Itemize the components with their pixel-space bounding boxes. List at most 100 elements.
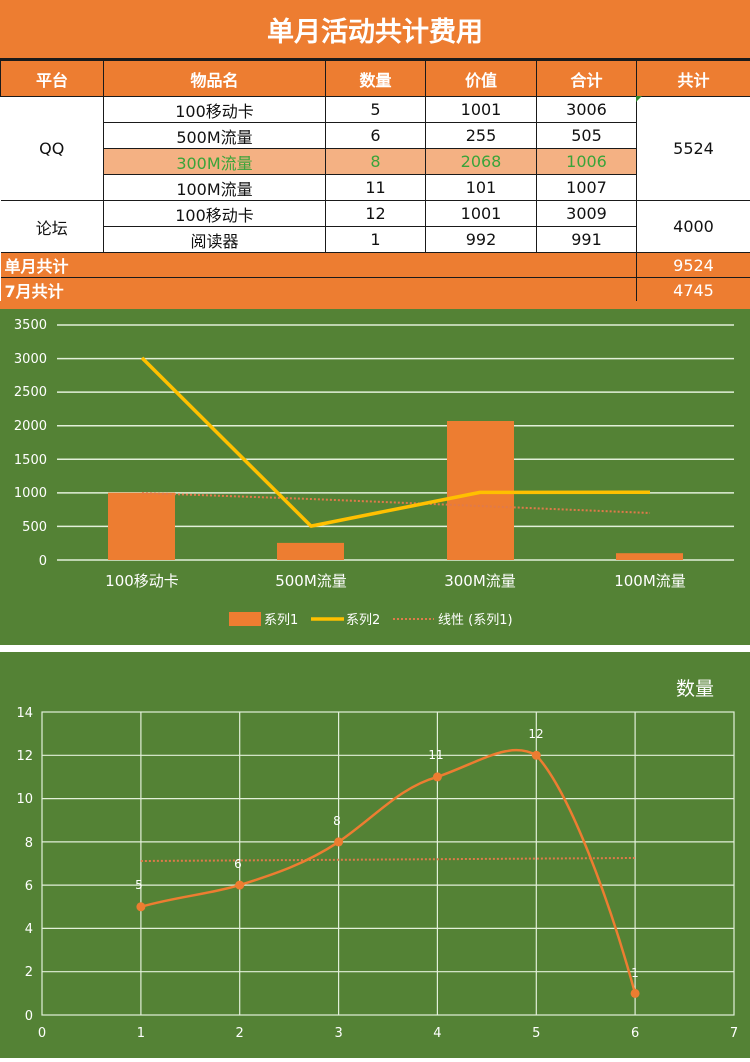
svg-text:12: 12: [528, 727, 543, 741]
qty-cell[interactable]: 5: [326, 97, 426, 123]
chart-legend: 系列1 系列2 线性 (系列1): [229, 612, 513, 628]
white-gap: [0, 645, 750, 652]
sum-cell[interactable]: 3006: [537, 97, 637, 123]
bar[interactable]: [447, 421, 514, 560]
sheet-title: 单月活动共计费用: [0, 0, 750, 60]
header-item[interactable]: 物品名: [104, 61, 326, 97]
series2-line[interactable]: [142, 358, 650, 526]
platform-cell[interactable]: QQ: [1, 97, 104, 201]
header-value[interactable]: 价值: [426, 61, 537, 97]
qty-cell[interactable]: 12: [326, 201, 426, 227]
value-cell[interactable]: 992: [426, 227, 537, 253]
quantity-line[interactable]: [141, 750, 635, 993]
data-labels: 5 6 8 11 12 1: [135, 727, 639, 980]
svg-text:2: 2: [25, 965, 33, 980]
item-cell[interactable]: 阅读器: [104, 227, 326, 253]
sum-cell[interactable]: 1007: [537, 175, 637, 201]
svg-text:1: 1: [137, 1026, 145, 1041]
value-cell[interactable]: 1001: [426, 201, 537, 227]
svg-text:3500: 3500: [14, 318, 47, 333]
summary-label[interactable]: 7月共计: [1, 278, 637, 303]
item-cell[interactable]: 100移动卡: [104, 97, 326, 123]
qty-cell[interactable]: 8: [326, 149, 426, 175]
bar[interactable]: [277, 543, 344, 560]
bar[interactable]: [616, 553, 683, 560]
value-cell[interactable]: 2068: [426, 149, 537, 175]
svg-text:4: 4: [433, 1026, 441, 1041]
value-cell[interactable]: 101: [426, 175, 537, 201]
svg-text:2500: 2500: [14, 385, 47, 400]
summary-label[interactable]: 单月共计: [1, 253, 637, 278]
data-point[interactable]: [433, 772, 442, 781]
data-markers: [136, 751, 639, 998]
header-sum[interactable]: 合计: [537, 61, 637, 97]
platform-cell[interactable]: 论坛: [1, 201, 104, 253]
data-point[interactable]: [631, 989, 640, 998]
svg-text:10: 10: [16, 792, 33, 807]
legend-swatch-bar: [229, 612, 261, 626]
orange-separator: [0, 301, 750, 309]
y-axis-labels: 3500 3000 2500 2000 1500 1000 500 0: [14, 318, 47, 569]
svg-text:3: 3: [334, 1026, 342, 1041]
svg-text:6: 6: [234, 857, 242, 871]
group-total-cell[interactable]: 5524: [637, 97, 750, 201]
svg-text:500: 500: [22, 520, 47, 535]
cell-comment-marker: [636, 96, 642, 102]
summary-value[interactable]: 4745: [637, 278, 750, 303]
item-cell[interactable]: 300M流量: [104, 149, 326, 175]
svg-text:4: 4: [25, 922, 33, 937]
sum-cell[interactable]: 1006: [537, 149, 637, 175]
svg-text:1000: 1000: [14, 486, 47, 501]
item-cell[interactable]: 100M流量: [104, 175, 326, 201]
svg-text:8: 8: [333, 814, 341, 828]
chart-title: 数量: [676, 678, 714, 700]
data-point[interactable]: [136, 902, 145, 911]
svg-text:3000: 3000: [14, 352, 47, 367]
sum-cell[interactable]: 991: [537, 227, 637, 253]
svg-text:8: 8: [25, 836, 33, 851]
svg-text:12: 12: [16, 749, 33, 764]
x-axis-labels: 100移动卡 500M流量 300M流量 100M流量: [105, 572, 686, 590]
svg-text:0: 0: [39, 554, 47, 569]
y-axis-labels: 14 12 10 8 6 4 2 0: [16, 706, 33, 1024]
sum-cell[interactable]: 3009: [537, 201, 637, 227]
legend-label[interactable]: 系列1: [264, 613, 298, 628]
header-platform[interactable]: 平台: [1, 61, 104, 97]
svg-text:5: 5: [135, 878, 143, 892]
svg-text:1: 1: [631, 966, 639, 980]
svg-text:2: 2: [236, 1026, 244, 1041]
svg-text:300M流量: 300M流量: [444, 572, 516, 590]
svg-text:500M流量: 500M流量: [275, 572, 347, 590]
value-cell[interactable]: 255: [426, 123, 537, 149]
legend-label[interactable]: 系列2: [346, 613, 380, 628]
summary-row-monthly: 单月共计 9524: [1, 253, 750, 278]
qty-cell[interactable]: 11: [326, 175, 426, 201]
trendline-quantity: [141, 858, 635, 861]
bar-line-chart-svg: 3500 3000 2500 2000 1500 1000 500 0 100移…: [0, 309, 750, 645]
qty-cell[interactable]: 6: [326, 123, 426, 149]
svg-text:7: 7: [730, 1026, 738, 1041]
svg-text:0: 0: [25, 1009, 33, 1024]
summary-value[interactable]: 9524: [637, 253, 750, 278]
svg-text:2000: 2000: [14, 419, 47, 434]
svg-text:5: 5: [532, 1026, 540, 1041]
data-point[interactable]: [532, 751, 541, 760]
legend-label[interactable]: 线性 (系列1): [438, 613, 513, 628]
group-total-cell[interactable]: 4000: [637, 201, 750, 253]
svg-text:100移动卡: 100移动卡: [105, 572, 179, 590]
header-qty[interactable]: 数量: [326, 61, 426, 97]
item-cell[interactable]: 500M流量: [104, 123, 326, 149]
qty-cell[interactable]: 1: [326, 227, 426, 253]
item-cell[interactable]: 100移动卡: [104, 201, 326, 227]
data-point[interactable]: [235, 881, 244, 890]
sum-cell[interactable]: 505: [537, 123, 637, 149]
bar-line-chart[interactable]: 3500 3000 2500 2000 1500 1000 500 0 100移…: [0, 309, 750, 645]
svg-text:6: 6: [25, 879, 33, 894]
data-point[interactable]: [334, 837, 343, 846]
bar[interactable]: [108, 493, 175, 560]
series1-bars: [108, 421, 683, 560]
header-total[interactable]: 共计: [637, 61, 750, 97]
quantity-scatter-chart[interactable]: 数量 14 12 10 8 6 4 2 0 0: [0, 652, 750, 1058]
value-cell[interactable]: 1001: [426, 97, 537, 123]
x-axis-labels: 0 1 2 3 4 5 6 7: [38, 1026, 738, 1041]
